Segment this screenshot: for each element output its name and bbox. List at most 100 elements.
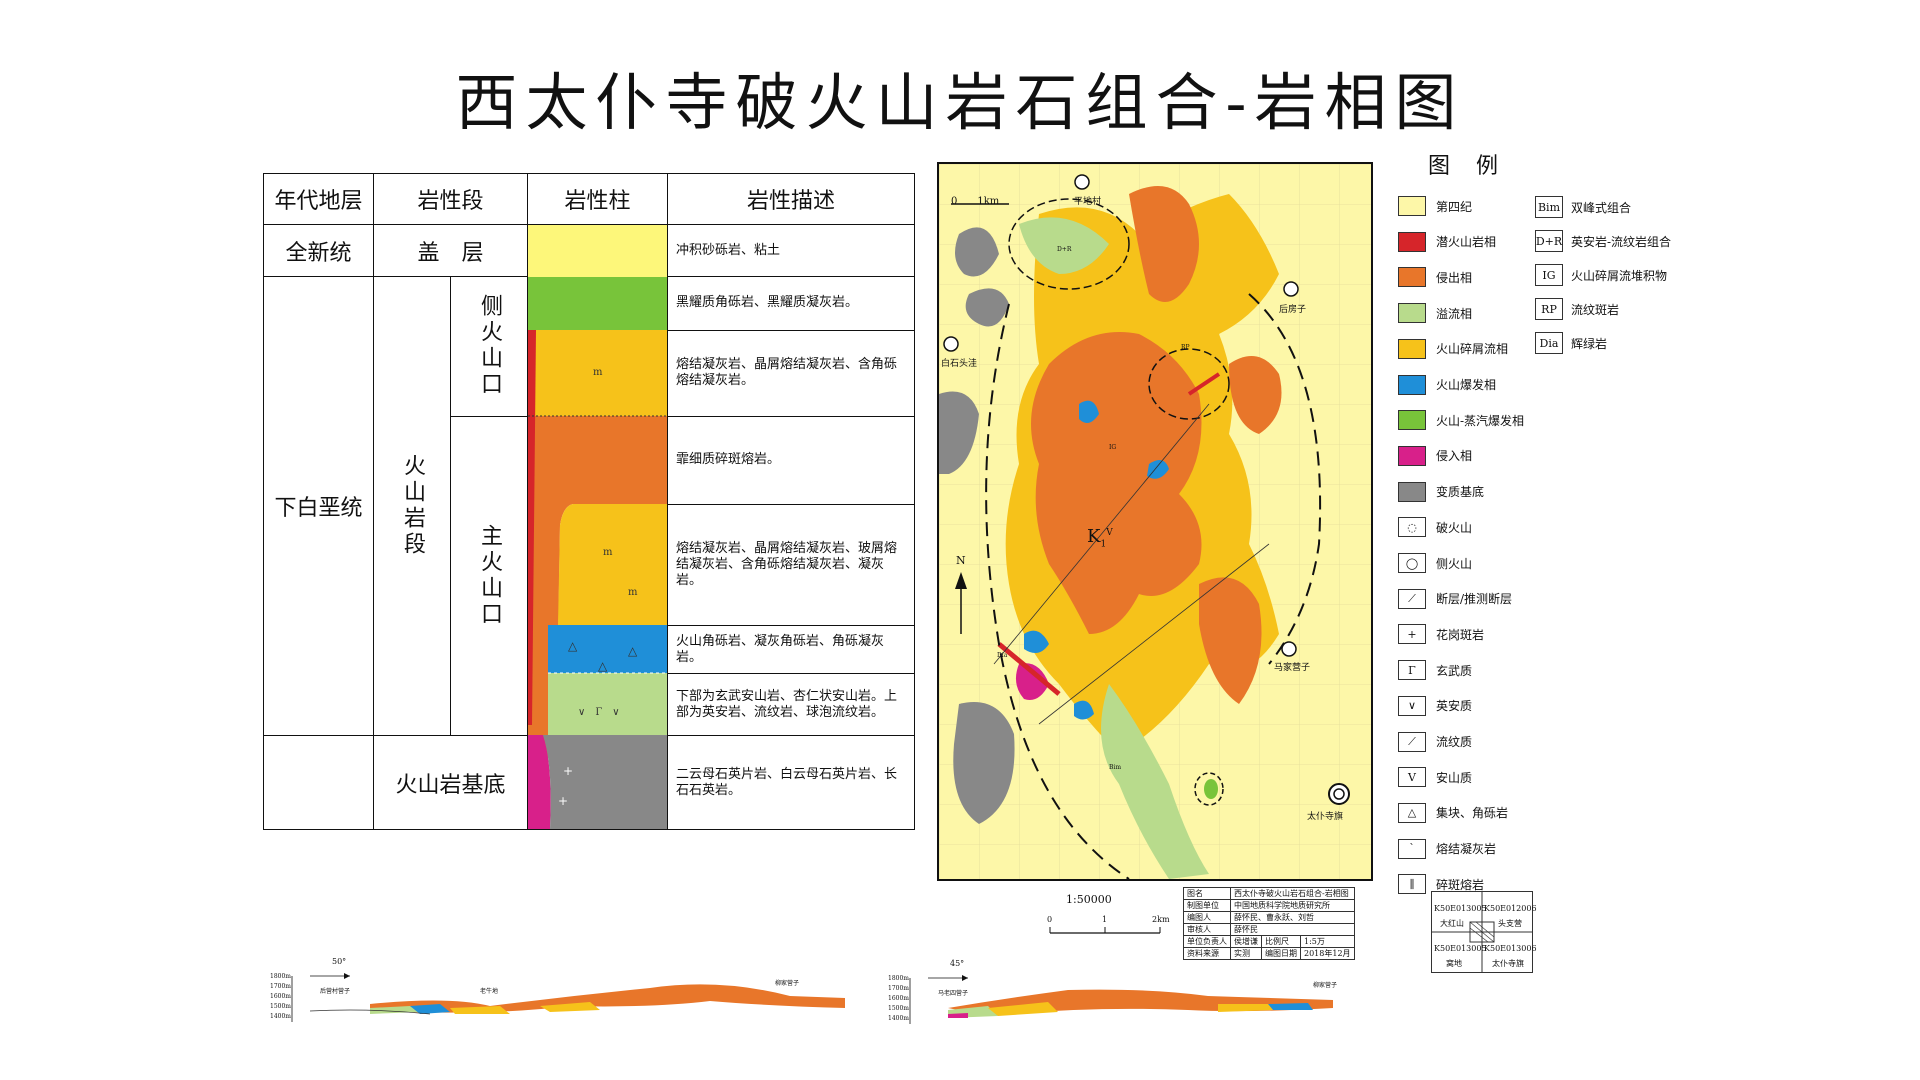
description-2: 黑耀质角砾岩、黑耀质凝灰岩。 <box>667 276 915 331</box>
legend-title: 图例 <box>1428 154 1525 179</box>
legend-item: + 花岗斑岩 <box>1398 624 1484 645</box>
legend-swatch <box>1398 196 1426 216</box>
cross-section-1-graphic <box>291 973 845 1022</box>
legend-label: 英安质 <box>1436 699 1473 714</box>
legend-item: 侵出相 <box>1398 267 1472 288</box>
legend-item: 火山-蒸汽爆发相 <box>1398 410 1525 431</box>
legend-item: ⟋ 流纹质 <box>1398 731 1473 752</box>
legend-item: ⟋ 断层/推测断层 <box>1398 588 1512 609</box>
map-label-bim: Bim <box>1109 764 1122 771</box>
legend-abbr-code: RP <box>1535 298 1563 320</box>
description-6: 火山角砾岩、凝灰角砾岩、角砾凝灰岩。 <box>667 625 915 674</box>
legend-swatch <box>1398 410 1426 431</box>
header-description: 岩性描述 <box>667 173 915 225</box>
section-tick-label: 1400m <box>888 1015 909 1022</box>
legend-abbr: D+R 英安岩-流纹岩组合 <box>1535 230 1671 252</box>
legend-label: 碎斑熔岩 <box>1436 877 1485 892</box>
svg-text:m: m <box>628 587 638 598</box>
legend-item: 溢流相 <box>1398 303 1473 324</box>
svg-text:∨ Γ ∨: ∨ Γ ∨ <box>578 707 620 718</box>
map-label-dia: Dia <box>997 652 1008 659</box>
section-tick-label: 1800m <box>270 973 291 980</box>
legend-item: Γ 玄武质 <box>1398 660 1473 681</box>
legend-symbol-icon: ⟋ <box>1398 588 1426 609</box>
legend-symbol-icon: ∥ <box>1398 874 1426 895</box>
basement-label: 火山岩基底 <box>373 735 528 830</box>
legend-label: 玄武质 <box>1436 663 1473 678</box>
legend-swatch <box>1398 231 1426 252</box>
legend-swatch <box>1398 267 1426 288</box>
legend-label: 侧火山 <box>1436 556 1473 571</box>
page-title: 西太仆寺破火山岩石组合-岩相图 <box>455 66 1465 139</box>
info-cell: 侯增谦 <box>1230 935 1262 948</box>
legend-item: V 安山质 <box>1398 767 1473 788</box>
legend-item: ◌ 破火山 <box>1398 517 1472 538</box>
legend-label: 潜火山岩相 <box>1436 235 1497 250</box>
sheet-index-grid <box>1432 892 1532 972</box>
description-3: 熔结凝灰岩、晶屑熔结凝灰岩、含角砾熔结凝灰岩。 <box>667 329 915 417</box>
stratigraphic-column-table: 年代地层 岩性段 岩性柱 岩性描述 全新统 盖 层 m m <box>263 173 915 830</box>
legend-abbr-label: 双峰式组合 <box>1571 200 1632 215</box>
header-column: 岩性柱 <box>527 173 668 225</box>
legend-symbol-icon: ˋ <box>1398 838 1426 859</box>
svg-text:△: △ <box>628 644 638 658</box>
section-2-place: 马老四营子 <box>938 990 969 997</box>
legend-abbr: Bim 双峰式组合 <box>1535 196 1631 218</box>
lithology-column: m m m △ △ △ ∨ Γ ∨ + + <box>527 224 668 830</box>
info-cell: 比例尺 <box>1261 935 1301 948</box>
info-cell: 2018年12月 <box>1300 947 1355 960</box>
description-7: 下部为玄武安山岩、杏仁状安山岩。上部为英安岩、流纹岩、球泡流纹岩。 <box>667 673 915 736</box>
legend-label: 变质基底 <box>1436 485 1485 500</box>
svg-text:△: △ <box>568 639 578 653</box>
cross-section-1: 50° 1800m 1700m 1600m 1500m 1400m 后营村营子 老牛地 … <box>270 956 850 1026</box>
section-tick-label: 1500m <box>888 1005 909 1012</box>
place-baishitouwa: 白石头洼 <box>941 359 978 369</box>
map-unit-sub: 1 <box>1100 539 1107 550</box>
header-era: 年代地层 <box>263 173 374 225</box>
map-info-table: 图名 西太仆寺破火山岩石组合-岩相图 制图单位 中国地质科学院地质研究所 编图人 薛怀… <box>1183 887 1355 960</box>
legend-label: 火山-蒸汽爆发相 <box>1436 413 1525 428</box>
legend-label: 流纹质 <box>1436 735 1473 749</box>
section-tick-label: 1700m <box>888 985 909 992</box>
main-crater: 主火山口 <box>477 523 502 628</box>
sheet-cell: 窝地 <box>1446 959 1462 968</box>
legend-symbol-icon: △ <box>1398 802 1426 823</box>
legend-swatch <box>1398 481 1426 502</box>
legend-swatch <box>1398 374 1426 395</box>
legend-swatch <box>1398 338 1426 359</box>
legend-label: 溢流相 <box>1436 306 1473 321</box>
cross-section-2: 45° 1800m 1700m 1600m 1500m 1400m 马老四营子 柳家营子 <box>888 958 1348 1028</box>
geologic-map: 0 1km 平地村 后房子 白石头洼 马家营子 太仆寺旗 K1V N D+R I… <box>937 162 1373 881</box>
place-taipusiqi: 太仆寺旗 <box>1307 812 1344 822</box>
place-pingdicun: 平地村 <box>1074 197 1102 207</box>
svg-text:△: △ <box>598 659 608 673</box>
legend-label: 安山质 <box>1436 770 1473 785</box>
side-crater-cell: 侧火山口 <box>450 276 528 417</box>
geologic-map-graphic <box>939 164 1371 879</box>
legend-abbr-label: 火山碎屑流堆积物 <box>1571 268 1668 283</box>
map-scale-label: 0 1km <box>951 196 1000 207</box>
scale-tick-2: 2km <box>1152 915 1170 924</box>
legend-abbr: RP 流纹斑岩 <box>1535 298 1619 320</box>
info-cell: 西太仆寺破火山岩石组合-岩相图 <box>1230 887 1355 900</box>
info-cell: 薛怀民、曹永跃、刘哲 <box>1230 911 1355 924</box>
legend-abbr-code: IG <box>1535 264 1563 286</box>
info-cell: 制图单位 <box>1183 899 1231 912</box>
legend-item: 侵入相 <box>1398 445 1472 466</box>
legend-label: 集块、角砾岩 <box>1436 806 1509 821</box>
legend-symbol-icon: ◯ <box>1398 553 1426 573</box>
svg-text:+: + <box>563 764 573 778</box>
info-cell: 单位负责人 <box>1183 935 1231 948</box>
place-houfangzi: 后房子 <box>1279 305 1307 315</box>
section-1-direction: 50° <box>332 957 347 966</box>
legend-label: 火山爆发相 <box>1436 378 1497 392</box>
legend-abbr: Dia 辉绿岩 <box>1535 332 1607 354</box>
map-unit-label: K1V <box>1087 526 1113 550</box>
svg-text:m: m <box>593 367 603 378</box>
svg-text:+: + <box>558 794 568 808</box>
cross-section-2-graphic <box>909 975 1333 1024</box>
legend-abbr: IG 火山碎屑流堆积物 <box>1535 264 1667 286</box>
section-tick-label: 1600m <box>888 995 909 1002</box>
legend-item: ˋ 熔结凝灰岩 <box>1398 838 1496 859</box>
section-tick-label: 1400m <box>270 1013 291 1020</box>
